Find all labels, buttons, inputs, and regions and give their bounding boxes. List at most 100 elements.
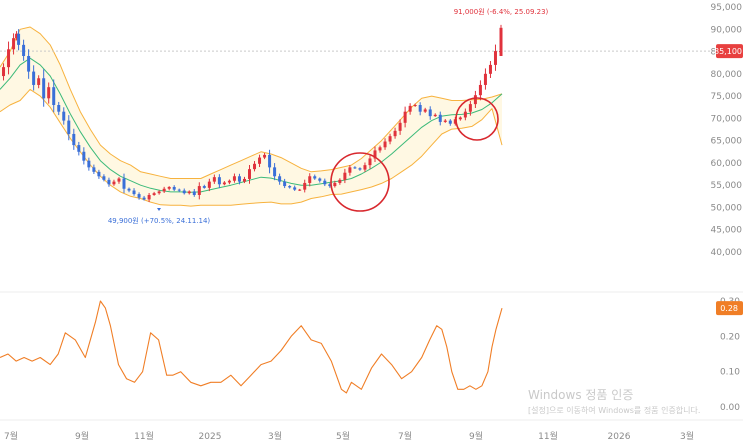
candle-body bbox=[313, 176, 317, 179]
indicator-line bbox=[0, 300, 503, 394]
highlight-circle bbox=[455, 97, 499, 141]
candle-body bbox=[428, 109, 432, 117]
indicator-tick-label: 0.10 bbox=[720, 368, 740, 378]
price-tick-label: 70,000 bbox=[711, 114, 743, 124]
highlight-circle bbox=[330, 152, 390, 212]
candle-body bbox=[122, 178, 126, 189]
candle-body bbox=[353, 167, 357, 169]
price-tick-label: 90,000 bbox=[711, 25, 743, 35]
candle-body bbox=[488, 64, 492, 74]
candle-body bbox=[217, 177, 221, 185]
candle-body bbox=[167, 186, 171, 189]
candle-body bbox=[27, 56, 31, 72]
candle-body bbox=[102, 176, 106, 180]
candle-body bbox=[202, 186, 206, 188]
candle-body bbox=[92, 167, 96, 172]
candle-body bbox=[473, 95, 477, 105]
price-tick-label: 45,000 bbox=[711, 226, 743, 236]
time-tick-label: 2026 bbox=[608, 432, 631, 442]
candle-body bbox=[187, 191, 191, 194]
candle-body bbox=[333, 182, 337, 187]
windows-watermark-subtitle: [설정]으로 이동하여 Windows를 정품 인증합니다. bbox=[528, 405, 700, 415]
candle-body bbox=[308, 176, 312, 183]
candle-body bbox=[408, 105, 412, 112]
high-annotation: 91,000원 (-6.4%, 25.09.23) bbox=[454, 7, 549, 16]
candle-body bbox=[42, 78, 46, 99]
candle-body bbox=[72, 133, 76, 146]
price-tick-label: 60,000 bbox=[711, 159, 743, 169]
candle-body bbox=[343, 172, 347, 180]
candle-body bbox=[237, 176, 241, 182]
candle-body bbox=[137, 194, 141, 198]
candle-body bbox=[112, 181, 116, 185]
candle-body bbox=[283, 181, 287, 187]
candle-body bbox=[157, 191, 161, 194]
indicator-value-badge bbox=[716, 301, 743, 316]
candle-body bbox=[52, 87, 56, 105]
candle-body bbox=[318, 178, 322, 181]
indicator-tick-label: 0.00 bbox=[720, 403, 740, 413]
candle-body bbox=[248, 169, 251, 179]
price-tick-label: 75,000 bbox=[711, 92, 743, 102]
candle-body bbox=[358, 168, 362, 170]
candle-body bbox=[499, 27, 503, 56]
candle-body bbox=[323, 180, 327, 185]
candle-body bbox=[303, 182, 307, 190]
price-tick-label: 40,000 bbox=[711, 248, 743, 258]
time-tick-label: 7월 bbox=[4, 430, 18, 442]
candle-body bbox=[348, 167, 352, 173]
time-tick-label: 3월 bbox=[680, 430, 694, 442]
candle-body bbox=[182, 190, 186, 194]
candle-body bbox=[413, 105, 417, 106]
low-annotation: 49,900원 (+70.5%, 24.11.14) bbox=[108, 216, 211, 225]
candle-body bbox=[67, 120, 71, 134]
candle-body bbox=[278, 176, 282, 182]
candle-body bbox=[207, 181, 211, 188]
candle-body bbox=[177, 189, 181, 191]
candle-body bbox=[37, 78, 41, 85]
candle-body bbox=[227, 180, 231, 183]
candle-body bbox=[328, 184, 332, 187]
candle-body bbox=[12, 38, 16, 50]
price-tick-label: 95,000 bbox=[711, 3, 743, 13]
candle-body bbox=[32, 71, 36, 85]
candle-body bbox=[172, 186, 176, 190]
candle-body bbox=[258, 157, 262, 164]
candle-body bbox=[152, 193, 156, 195]
candle-body bbox=[47, 87, 51, 99]
candle-body bbox=[82, 151, 86, 161]
candle-body bbox=[458, 117, 462, 120]
last-price-badge bbox=[716, 44, 743, 59]
time-tick-label: 2025 bbox=[199, 432, 222, 442]
candle-body bbox=[15, 33, 19, 39]
candle-body bbox=[438, 114, 442, 122]
candle-body bbox=[298, 189, 302, 191]
candle-body bbox=[423, 109, 427, 112]
candle-body bbox=[232, 176, 236, 181]
candle-body bbox=[62, 111, 66, 121]
candle-body bbox=[212, 177, 216, 182]
candle-body bbox=[192, 191, 196, 195]
candle-body bbox=[478, 84, 482, 96]
time-tick-label: 9월 bbox=[75, 430, 89, 442]
windows-watermark-title: Windows 정품 인증 bbox=[528, 388, 633, 402]
candle-body bbox=[22, 44, 26, 56]
candle-body bbox=[443, 120, 447, 122]
time-tick-label: 7월 bbox=[398, 430, 412, 442]
candle-body bbox=[77, 145, 81, 152]
time-tick-label: 3월 bbox=[268, 430, 282, 442]
price-tick-label: 55,000 bbox=[711, 181, 743, 191]
candle-body bbox=[97, 171, 101, 177]
candle-body bbox=[293, 187, 297, 190]
candle-body bbox=[393, 130, 397, 137]
bollinger-upper-line bbox=[0, 26, 503, 179]
candle-body bbox=[142, 197, 146, 200]
candle-body bbox=[117, 178, 121, 182]
candle-body bbox=[197, 186, 201, 195]
candle-body bbox=[383, 141, 387, 148]
time-tick-label: 9월 bbox=[469, 430, 483, 442]
last-price-label: 85,100 bbox=[714, 47, 742, 56]
low-marker bbox=[157, 208, 161, 211]
candle-body bbox=[448, 120, 452, 124]
